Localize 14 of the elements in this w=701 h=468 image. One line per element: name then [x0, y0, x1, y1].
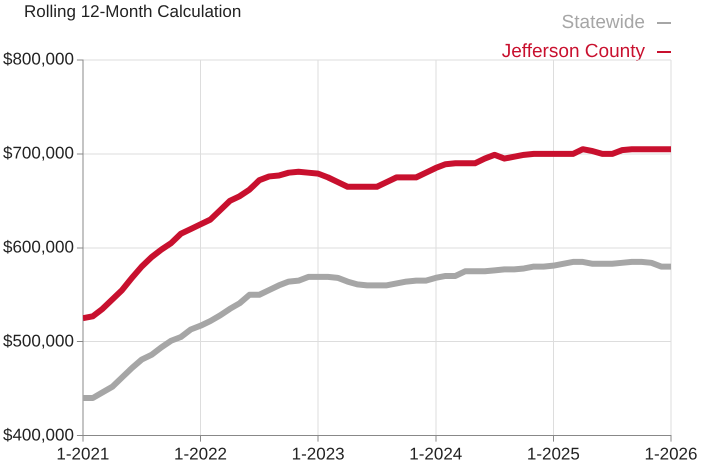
legend-label: Statewide [562, 12, 645, 33]
y-tick-label: $700,000 [3, 144, 74, 163]
y-tick-label: $400,000 [3, 425, 74, 444]
y-tick-label: $800,000 [3, 50, 74, 69]
x-tick-label: 1-2024 [409, 444, 462, 464]
x-tick-label: 1-2022 [174, 444, 227, 464]
chart-title: Rolling 12-Month Calculation [24, 2, 242, 22]
x-tick-label: 1-2025 [526, 444, 580, 464]
y-tick-label: $600,000 [3, 237, 74, 256]
x-tick-label: 1-2026 [644, 444, 698, 464]
x-tick-label: 1-2021 [56, 444, 110, 464]
y-tick-label: $500,000 [3, 331, 74, 350]
legend-label: Jefferson County [502, 41, 645, 62]
x-tick-label: 1-2023 [292, 444, 345, 464]
